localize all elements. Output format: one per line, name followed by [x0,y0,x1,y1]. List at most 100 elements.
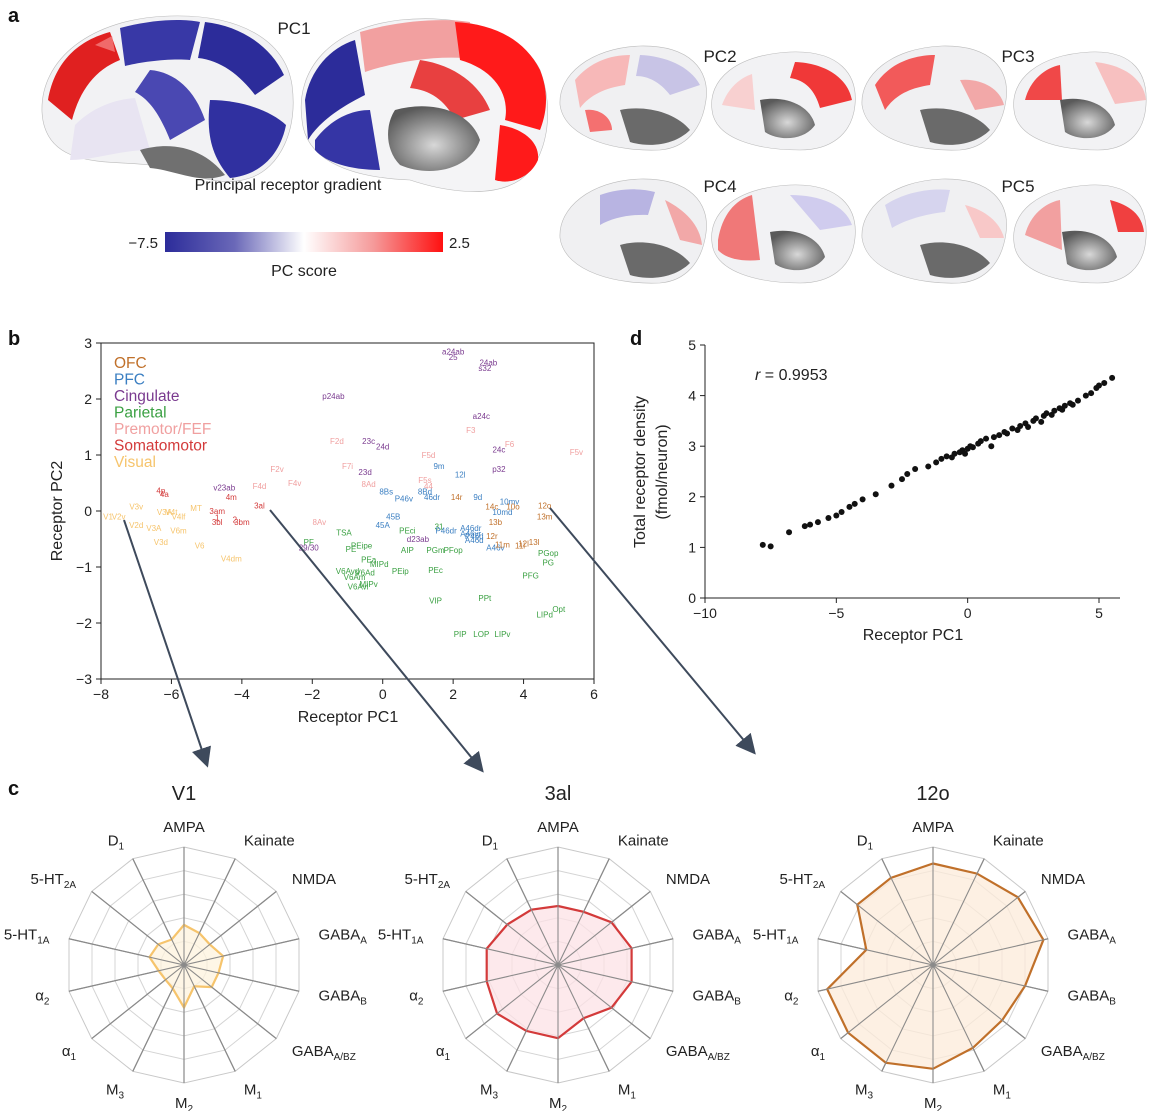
area-label: 4p [156,486,165,495]
scatter-point [767,543,774,550]
area-label: LIPv [494,630,510,639]
pc1-pc2-scatter-plot: −8 −6 −4 −2 0 2 4 6 −3 −2 −1 0 1 2 3 OFCPFCCingulatePa… [49,335,598,726]
panel-label-d: d [630,328,642,350]
area-label: F2d [330,437,344,446]
radar-axis-label: 5-HT1A [378,926,424,946]
area-label: PFG [522,571,538,580]
area-label: 12l [455,471,466,480]
area-label: p32 [492,465,506,474]
scatter-b-ytick-label: −1 [76,559,92,575]
radar-axis-label: α2 [784,988,799,1008]
area-label: V3d [154,538,168,547]
scatter-b-xtick-label: −6 [163,686,179,702]
colorbar-min-label: −7.5 [128,235,158,252]
scatter-point [851,500,858,507]
arrow-to-12o [549,507,756,755]
scatter-b-ytick-label: 3 [84,335,92,351]
scatter-b-ytick-label: 1 [84,447,92,463]
scatter-point [1017,422,1024,429]
area-label: 3am [209,507,225,516]
scatter-point [943,453,950,460]
scatter-point [990,434,997,441]
radar-spoke-overlay [442,938,559,966]
area-label: 14r [451,493,463,502]
radar-spoke-overlay [817,964,934,992]
area-label: F4v [288,479,301,488]
scatter-d-xtick-label: 5 [1095,605,1103,621]
area-label: 12o [538,501,552,510]
pc3-lateral-surface [861,45,1007,151]
scatter-point [1069,401,1076,408]
radar-spoke-overlay [132,858,185,966]
area-label: V4lf [172,513,187,522]
radar-axis-label: α2 [35,988,50,1008]
pc4-title: PC4 [703,177,736,196]
area-label: V2d [129,521,143,530]
scatter-d-ytick-label: 3 [688,438,696,454]
colorbar-max-label: 2.5 [449,235,470,252]
pc4-medial-surface [711,184,856,284]
scatter-d-ytick-label: 4 [688,388,696,404]
scatter-b-xtick-label: 6 [590,686,598,702]
scatter-d-xtick-label: 0 [964,605,972,621]
area-label: 13m [537,513,553,522]
pc-score-colorbar [165,232,443,252]
area-label: 8Ad [362,480,376,489]
area-label: 12r [486,532,498,541]
area-label: PFop [444,546,464,555]
radar-V1: V1 AMPA Kainate NMDA GABAA GABAB GABAA/BZ M1 M2 M… [4,783,367,1111]
area-label: PGm [426,546,445,555]
radar-axis-label: D1 [482,833,499,853]
scatter-point [1101,379,1108,386]
scatter-d-xtick-label: −5 [828,605,844,621]
scatter-point [969,444,976,451]
legend-entry: PFC [114,372,145,389]
radar-axis-label: GABAA [1068,926,1117,946]
area-label: 11m [495,541,510,550]
radar-axis-label: M1 [244,1081,263,1101]
scatter-d-xtick-label: −10 [693,605,717,621]
radar-axis-label: 5-HT1A [4,926,50,946]
area-label: 4m [226,493,237,502]
pc5-title: PC5 [1001,177,1034,196]
area-label: 45A [376,521,391,530]
area-label: 1 [215,514,220,523]
radar-spoke-overlay [183,964,277,1039]
area-label: d23ab [407,535,430,544]
panel-label-b: b [8,328,20,350]
scatter-point [988,443,995,450]
radar-spoke-overlay [557,964,651,1039]
area-label: 10mv [500,497,520,506]
radar-axis-label: α2 [409,988,424,1008]
scatter-b-xtick-label: −8 [93,686,109,702]
legend-entry: Visual [114,454,156,471]
radar-axis-label: GABAA/BZ [292,1043,356,1063]
scatter-point [962,450,969,457]
area-label: F2v [270,465,283,474]
area-label: F4d [253,482,267,491]
pc5-medial-surface [1013,184,1147,284]
arrow-to-3al [269,509,484,773]
radar-spoke-overlay [68,938,185,966]
area-label: 4a [160,490,169,499]
area-label: PEc [428,566,443,575]
pc2-lateral-surface [559,45,707,151]
radar-spoke-overlay [840,891,934,966]
area-label: Opt [552,605,566,614]
area-label: A46d [465,536,484,545]
area-label: V2v [112,513,126,522]
area-label: PG [542,559,554,568]
legend-entry: Parietal [114,405,167,422]
scatter-point [872,491,879,498]
radar-spoke-overlay [557,964,674,992]
scatter-point [1061,402,1068,409]
area-label: V1 [103,513,113,522]
radar-axis-label: M1 [993,1081,1012,1101]
radar-axis-label: Kainate [993,833,1044,850]
radar-axis-label: Kainate [618,833,669,850]
radar-spoke-overlay [557,938,674,966]
scatter-point [888,482,895,489]
radar-spoke-overlay [183,964,236,1072]
area-label: a24c [473,412,490,421]
area-label: V6 [195,542,205,551]
